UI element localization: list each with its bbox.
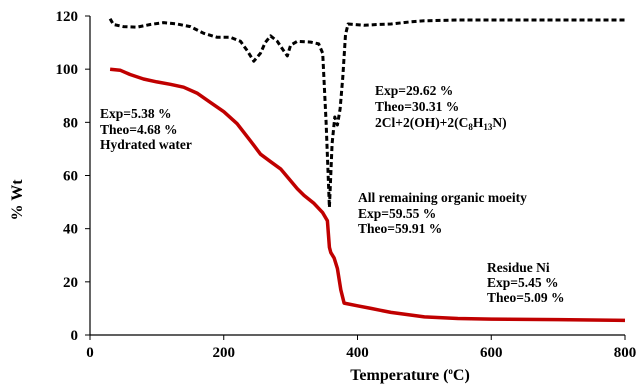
annotation-line: All remaining organic moeity — [358, 190, 527, 205]
annotation-line: Exp=29.62 % — [375, 83, 453, 98]
y-tick-label: 120 — [56, 9, 79, 25]
annotation-line: Exp=5.45 % — [487, 275, 558, 290]
annotation-line: Theo=59.91 % — [358, 221, 442, 236]
annotation-line: Exp=59.55 % — [358, 206, 436, 221]
annotation-ligand-loss: Exp=29.62 % Theo=30.31 % 2Cl+2(OH)+2(C8H… — [375, 83, 507, 132]
y-tick-label: 100 — [56, 62, 79, 78]
annotation-residue-ni: Residue Ni Exp=5.45 % Theo=5.09 % — [487, 260, 564, 305]
tga-weight-line — [109, 67, 626, 323]
annotation-line: Theo=4.68 % — [100, 122, 177, 137]
annotation-line: Theo=30.31 % — [375, 99, 459, 114]
axes: 0 200 400 600 800 0 20 40 60 80 100 120 — [56, 9, 637, 361]
y-tick-label: 60 — [63, 169, 78, 185]
annotation-formula: 2Cl+2(OH)+2(C8H13N) — [375, 115, 507, 132]
x-tick-label: 600 — [480, 345, 503, 361]
y-tick-label: 80 — [63, 115, 78, 131]
annotation-line: Theo=5.09 % — [487, 290, 564, 305]
annotation-line: Residue Ni — [487, 260, 550, 275]
annotation-line: Exp=5.38 % — [100, 106, 171, 121]
x-tick-label: 200 — [213, 345, 236, 361]
x-axis-title: Temperature (oC) — [350, 366, 470, 384]
annotation-organic-moiety: All remaining organic moeity Exp=59.55 %… — [358, 190, 527, 236]
x-tick-label: 400 — [346, 345, 369, 361]
plot-area — [108, 17, 626, 323]
dtg-dashed-line — [108, 17, 625, 209]
y-tick-label: 0 — [71, 328, 79, 344]
x-tick-label: 0 — [86, 345, 94, 361]
x-tick-label: 800 — [614, 345, 637, 361]
annotation-hydrated-water: Exp=5.38 % Theo=4.68 % Hydrated water — [100, 106, 192, 152]
y-tick-label: 20 — [63, 275, 78, 291]
y-axis-title: % Wt — [9, 179, 26, 221]
y-tick-label: 40 — [63, 222, 78, 238]
annotation-line: Hydrated water — [100, 137, 192, 152]
